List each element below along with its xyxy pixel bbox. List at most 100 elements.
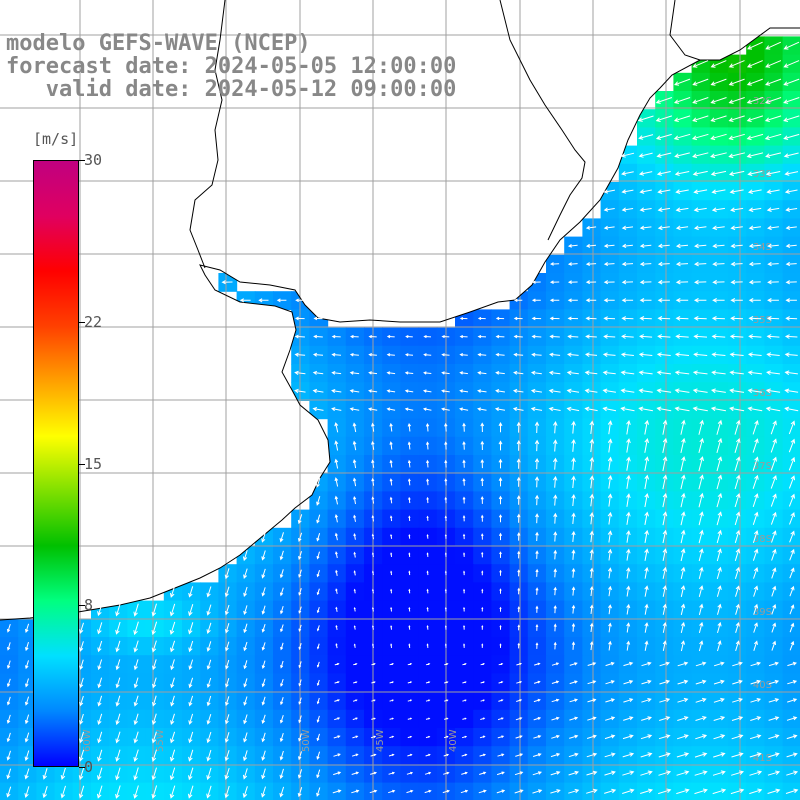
wind-arrow <box>224 714 230 725</box>
wind-arrow <box>784 189 798 194</box>
wind-arrow <box>6 678 11 688</box>
wind-arrow <box>151 767 157 781</box>
wind-arrow <box>656 370 671 376</box>
wind-arrow <box>187 785 194 799</box>
wind-arrow <box>589 512 595 525</box>
wind-arrow <box>784 370 798 376</box>
wind-arrow <box>644 419 650 435</box>
wind-arrow <box>24 786 30 799</box>
wind-arrow <box>621 225 634 230</box>
wind-arrow <box>551 680 560 684</box>
colorbar-tick-label: 30 <box>84 151 103 169</box>
wind-arrow <box>517 642 520 649</box>
wind-arrow <box>639 189 652 194</box>
wind-arrow <box>297 514 303 525</box>
wind-arrow <box>42 768 48 780</box>
wind-arrow <box>96 785 103 799</box>
wind-arrow <box>79 677 84 689</box>
wind-arrow <box>334 532 338 541</box>
wind-arrow <box>408 625 411 630</box>
wind-arrow <box>656 152 672 158</box>
wind-arrow <box>426 478 430 486</box>
wind-arrow <box>552 421 558 434</box>
wind-arrow <box>170 731 176 744</box>
wind-arrow <box>735 603 740 615</box>
wind-arrow <box>389 735 395 739</box>
wind-arrow <box>748 279 761 285</box>
wind-arrow <box>169 767 176 781</box>
wind-arrow <box>151 785 158 799</box>
wind-arrow <box>535 642 539 649</box>
wind-arrow <box>746 115 764 122</box>
longitude-label: 60W <box>82 729 93 752</box>
wind-arrow <box>765 388 781 394</box>
wind-arrow <box>680 492 686 508</box>
wind-arrow <box>133 640 139 653</box>
wind-arrow <box>589 585 594 597</box>
wind-arrow <box>603 207 615 212</box>
wind-arrow <box>748 316 762 321</box>
wind-arrow <box>605 661 615 667</box>
wind-arrow <box>692 170 708 176</box>
wind-arrow <box>24 732 30 743</box>
wind-arrow <box>789 512 795 525</box>
wind-arrow <box>691 133 709 141</box>
wind-arrow <box>677 716 689 721</box>
wind-arrow <box>783 60 800 68</box>
wind-arrow <box>443 771 450 775</box>
wind-arrow <box>188 640 194 653</box>
wind-arrow <box>206 749 212 762</box>
wind-arrow <box>133 603 139 617</box>
wind-arrow <box>462 496 466 504</box>
wind-arrow <box>607 530 613 543</box>
wind-arrow <box>408 496 411 504</box>
wind-arrow <box>298 661 302 669</box>
wind-arrow <box>206 622 212 635</box>
wind-arrow <box>585 334 597 339</box>
wind-arrow <box>444 681 449 684</box>
wind-arrow <box>548 370 561 376</box>
wind-arrow <box>389 422 393 432</box>
wind-arrow <box>316 733 320 742</box>
wind-arrow <box>732 697 743 703</box>
wind-arrow <box>188 749 194 762</box>
wind-arrow <box>206 785 212 799</box>
latitude-label: 34S <box>753 242 772 253</box>
wind-arrow <box>481 606 484 612</box>
wind-arrow <box>698 474 704 490</box>
wind-arrow <box>533 698 541 703</box>
wind-arrow <box>444 624 447 630</box>
wind-arrow <box>553 531 558 542</box>
wind-arrow <box>662 640 667 652</box>
colorbar-tick-label: 22 <box>84 312 103 331</box>
wind-arrow <box>353 588 356 594</box>
wind-arrow <box>513 334 523 339</box>
wind-arrow <box>626 493 631 507</box>
wind-arrow <box>463 643 466 648</box>
wind-arrow <box>115 603 121 617</box>
wind-arrow <box>692 115 709 122</box>
wind-arrow <box>531 334 542 339</box>
wind-arrow <box>388 753 395 757</box>
wind-arrow <box>280 678 284 687</box>
wind-arrow <box>553 586 557 596</box>
wind-arrow <box>734 493 741 508</box>
wind-arrow <box>698 548 704 562</box>
wind-arrow <box>495 316 505 321</box>
wind-arrow <box>729 388 745 394</box>
wind-arrow <box>444 459 448 468</box>
wind-arrow <box>786 734 798 740</box>
colorbar-tick-label: 15 <box>84 454 103 473</box>
wind-arrow <box>188 622 194 635</box>
wind-arrow <box>115 677 121 689</box>
wind-arrow <box>79 731 84 744</box>
wind-arrow <box>621 298 634 303</box>
wind-arrow <box>676 770 690 776</box>
wind-arrow <box>426 570 429 576</box>
wind-arrow <box>767 298 779 303</box>
wind-arrow <box>517 550 521 559</box>
wind-arrow <box>516 476 521 487</box>
wind-arrow <box>280 697 284 706</box>
wind-arrow <box>353 663 358 666</box>
wind-arrow <box>644 640 649 651</box>
